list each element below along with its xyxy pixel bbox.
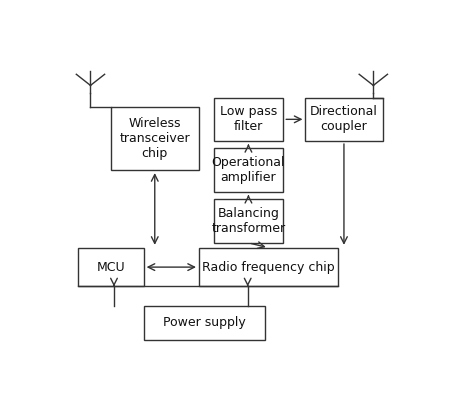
Text: Balancing
transformer: Balancing transformer (211, 207, 285, 235)
Text: Wireless
transceiver
chip: Wireless transceiver chip (119, 117, 190, 160)
Text: Radio frequency chip: Radio frequency chip (202, 261, 335, 274)
Bar (305, 97, 383, 141)
Bar (213, 97, 283, 141)
Bar (213, 199, 283, 243)
Bar (199, 248, 338, 286)
Bar (144, 306, 265, 340)
Text: Low pass
filter: Low pass filter (220, 106, 277, 133)
Bar (78, 248, 144, 286)
Text: MCU: MCU (96, 261, 125, 274)
Text: Directional
coupler: Directional coupler (310, 106, 378, 133)
Text: Power supply: Power supply (163, 316, 246, 329)
Text: Operational
amplifier: Operational amplifier (212, 156, 285, 184)
Bar (213, 148, 283, 192)
Bar (110, 107, 199, 170)
